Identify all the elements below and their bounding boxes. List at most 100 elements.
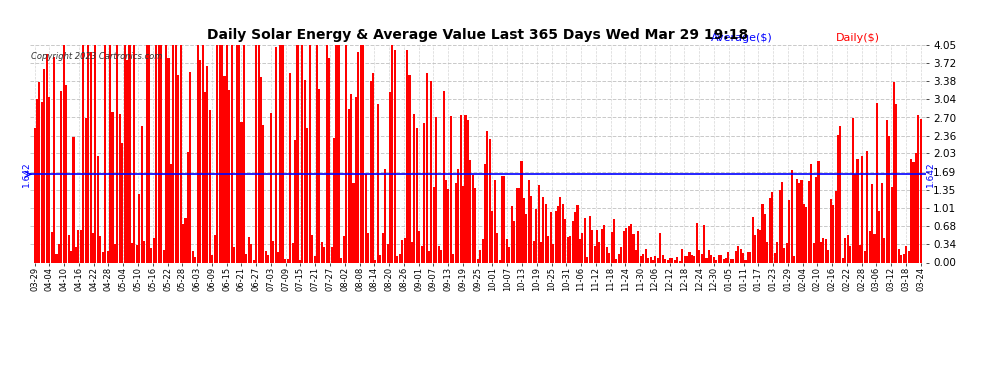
- Bar: [526, 214, 528, 262]
- Bar: [508, 247, 511, 262]
- Bar: [601, 229, 603, 262]
- Bar: [416, 128, 418, 262]
- Bar: [294, 140, 296, 262]
- Bar: [192, 251, 194, 262]
- Bar: [182, 224, 184, 262]
- Bar: [299, 260, 301, 262]
- Bar: [177, 75, 179, 262]
- Bar: [513, 222, 515, 262]
- Bar: [109, 45, 111, 262]
- Bar: [289, 74, 291, 262]
- Bar: [401, 240, 403, 262]
- Bar: [701, 254, 703, 262]
- Bar: [481, 239, 483, 262]
- Bar: [654, 256, 656, 262]
- Bar: [384, 169, 386, 262]
- Bar: [640, 256, 642, 262]
- Bar: [67, 235, 69, 262]
- Bar: [87, 45, 89, 262]
- Bar: [255, 45, 257, 262]
- Bar: [856, 159, 858, 262]
- Bar: [711, 255, 713, 262]
- Bar: [243, 45, 245, 262]
- Bar: [206, 66, 209, 262]
- Bar: [920, 119, 922, 262]
- Bar: [733, 260, 735, 262]
- Bar: [735, 251, 737, 262]
- Bar: [354, 98, 357, 262]
- Bar: [72, 137, 74, 262]
- Bar: [840, 126, 842, 262]
- Bar: [347, 110, 349, 262]
- Bar: [504, 176, 506, 262]
- Bar: [53, 57, 55, 262]
- Bar: [635, 251, 637, 262]
- Bar: [157, 45, 159, 262]
- Bar: [36, 99, 38, 262]
- Bar: [533, 241, 535, 262]
- Bar: [691, 255, 693, 262]
- Bar: [464, 115, 466, 262]
- Bar: [625, 228, 628, 262]
- Bar: [825, 239, 827, 262]
- Bar: [611, 231, 613, 262]
- Text: Daily($): Daily($): [836, 33, 880, 43]
- Bar: [915, 153, 917, 262]
- Bar: [903, 254, 905, 262]
- Bar: [571, 221, 573, 262]
- Bar: [878, 211, 880, 262]
- Bar: [649, 257, 651, 262]
- Bar: [269, 113, 272, 262]
- Bar: [606, 247, 608, 262]
- Bar: [129, 45, 131, 262]
- Bar: [301, 45, 303, 262]
- Bar: [77, 230, 79, 262]
- Bar: [898, 249, 900, 262]
- Bar: [107, 251, 109, 262]
- Bar: [576, 205, 578, 262]
- Bar: [828, 250, 830, 262]
- Bar: [769, 198, 771, 262]
- Bar: [861, 156, 863, 262]
- Bar: [754, 235, 756, 262]
- Bar: [316, 45, 318, 262]
- Bar: [715, 260, 718, 262]
- Bar: [881, 183, 883, 262]
- Bar: [433, 187, 435, 262]
- Bar: [866, 151, 868, 262]
- Bar: [369, 81, 371, 262]
- Bar: [172, 45, 174, 262]
- Bar: [197, 45, 199, 262]
- Bar: [803, 204, 805, 262]
- Bar: [557, 206, 559, 262]
- Bar: [462, 186, 464, 262]
- Bar: [854, 174, 856, 262]
- Bar: [783, 248, 785, 262]
- Bar: [698, 251, 700, 262]
- Bar: [162, 251, 164, 262]
- Bar: [441, 250, 443, 262]
- Bar: [282, 45, 284, 262]
- Bar: [454, 183, 456, 262]
- Bar: [46, 54, 48, 262]
- Bar: [818, 161, 820, 262]
- Bar: [472, 175, 474, 262]
- Bar: [584, 217, 586, 262]
- Bar: [99, 236, 101, 262]
- Bar: [377, 104, 379, 262]
- Bar: [50, 232, 52, 262]
- Bar: [260, 77, 262, 262]
- Bar: [523, 198, 525, 262]
- Bar: [341, 258, 343, 262]
- Bar: [725, 258, 727, 262]
- Bar: [823, 238, 825, 262]
- Bar: [805, 207, 808, 262]
- Bar: [781, 182, 783, 262]
- Bar: [431, 81, 433, 262]
- Bar: [798, 183, 800, 262]
- Bar: [389, 92, 391, 262]
- Bar: [773, 253, 776, 262]
- Bar: [136, 245, 138, 262]
- Bar: [540, 242, 542, 262]
- Bar: [863, 251, 866, 262]
